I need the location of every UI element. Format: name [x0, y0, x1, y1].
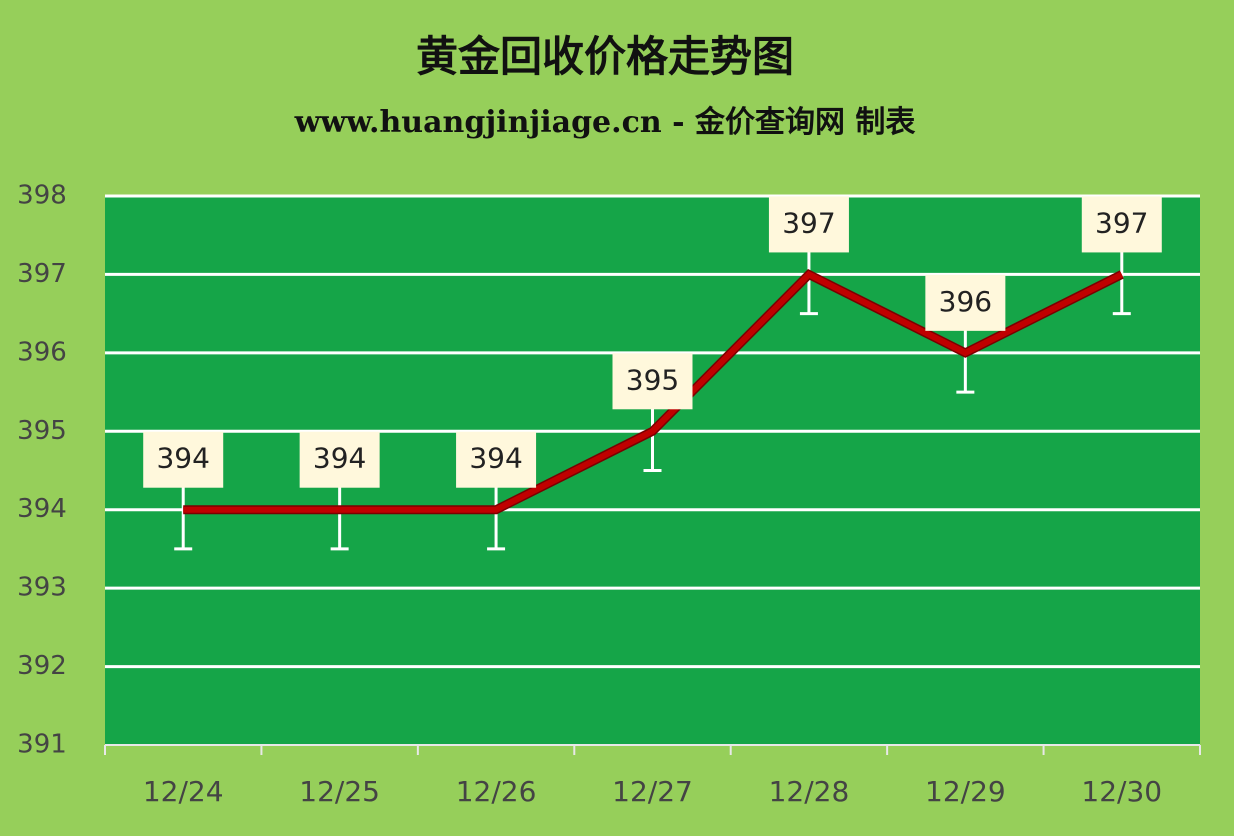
y-tick-label: 394 — [17, 494, 67, 524]
data-label: 394 — [313, 442, 366, 475]
x-tick-label: 12/25 — [299, 775, 380, 808]
data-label-box — [1081, 196, 1162, 253]
data-label: 395 — [626, 363, 679, 396]
x-tick-label: 12/26 — [456, 775, 537, 808]
x-tick-label: 12/24 — [143, 775, 224, 808]
chart-subtitle: www.huangjinjiage.cn - 金价查询网 制表 — [294, 105, 916, 140]
x-tick-label: 12/27 — [612, 775, 693, 808]
data-label-box — [768, 196, 849, 253]
y-tick-label: 395 — [17, 416, 67, 446]
data-label-box — [925, 274, 1006, 331]
line — [183, 270, 1124, 513]
data-label: 396 — [939, 285, 992, 318]
data-label-box — [456, 431, 537, 488]
data-label: 394 — [156, 442, 209, 475]
data-label: 397 — [1095, 206, 1148, 239]
chart-title: 黄金回收价格走势图 — [416, 32, 794, 81]
data-label: 397 — [782, 206, 835, 239]
x-tick-label: 12/28 — [769, 775, 850, 808]
y-tick-label: 392 — [17, 651, 67, 681]
y-tick-label: 397 — [17, 259, 67, 289]
data-label-box — [143, 431, 224, 488]
data-label-box — [612, 353, 693, 410]
y-tick-label: 396 — [17, 337, 67, 367]
y-tick-label: 393 — [17, 573, 67, 603]
data-label-box — [299, 431, 380, 488]
y-tick-label: 391 — [17, 730, 67, 760]
y-tick-label: 398 — [17, 181, 67, 211]
x-tick-label: 12/29 — [925, 775, 1006, 808]
data-label: 394 — [469, 442, 522, 475]
x-tick-label: 12/30 — [1081, 775, 1162, 808]
